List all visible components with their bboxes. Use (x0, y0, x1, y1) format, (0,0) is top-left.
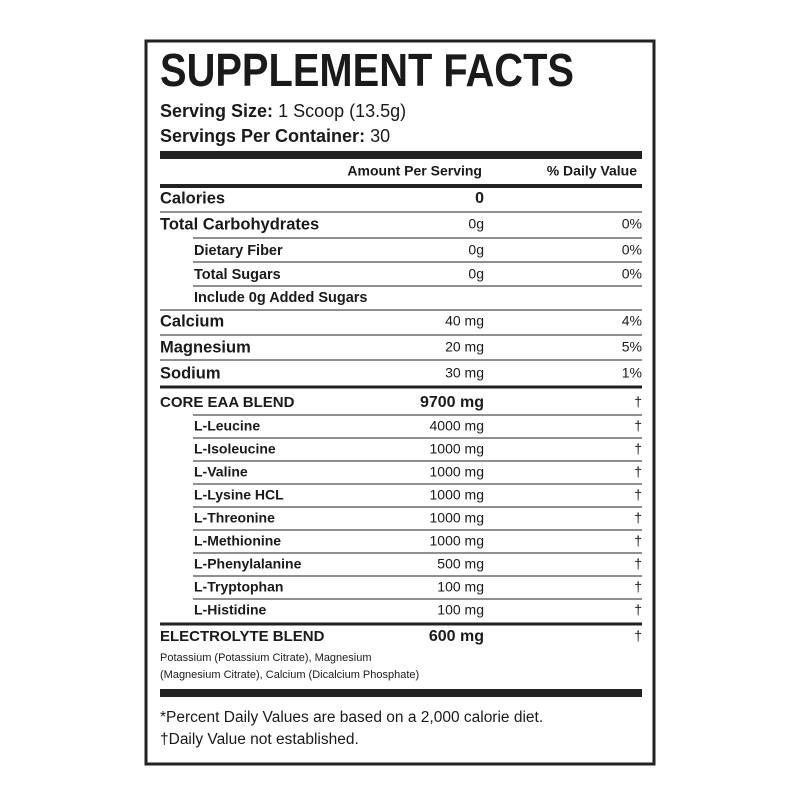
amount: 0g (468, 216, 484, 232)
daily-value: 0% (622, 242, 642, 258)
nutrient-name: L-Tryptophan (194, 579, 283, 595)
servings-per-container: Servings Per Container: 30 (160, 126, 390, 146)
daily-value: 5% (622, 339, 642, 355)
daily-value: † (634, 579, 642, 595)
amount: 1000 mg (430, 441, 484, 457)
daily-value: † (634, 441, 642, 457)
daily-value: † (634, 533, 642, 549)
servings-value: 30 (370, 126, 390, 146)
nutrient-name: Dietary Fiber (194, 243, 283, 259)
nutrient-name: Include 0g Added Sugars (194, 290, 368, 306)
nutrient-name: L-Leucine (194, 418, 260, 434)
nutrient-name: L-Phenylalanine (194, 556, 302, 572)
amount: 4000 mg (430, 418, 484, 434)
daily-value: 1% (622, 365, 642, 381)
nutrient-name: ELECTROLYTE BLEND (160, 628, 325, 645)
amount: 9700 mg (420, 394, 484, 411)
nutrient-name: Calcium (160, 312, 224, 330)
nutrient-name: Sodium (160, 364, 221, 382)
footnote: *Percent Daily Values are based on a 2,0… (160, 709, 543, 726)
amount: 0 (475, 190, 484, 207)
amount: 1000 mg (430, 464, 484, 480)
daily-value: † (634, 602, 642, 618)
electrolyte-note: Potassium (Potassium Citrate), Magnesium (160, 652, 372, 664)
daily-value: † (634, 556, 642, 572)
dv-header: % Daily Value (547, 163, 637, 179)
nutrient-name: CORE EAA BLEND (160, 394, 295, 411)
daily-value: † (634, 628, 642, 644)
amount: 500 mg (437, 556, 484, 572)
nutrient-name: Magnesium (160, 338, 251, 356)
amount: 1000 mg (430, 533, 484, 549)
daily-value: 4% (622, 313, 642, 329)
nutrient-name: Total Sugars (194, 267, 281, 283)
nutrient-name: Calories (160, 189, 225, 207)
nutrient-name: L-Threonine (194, 510, 275, 526)
thick-rule (160, 151, 642, 159)
daily-value: † (634, 418, 642, 434)
daily-value: † (634, 464, 642, 480)
serving-size-value: 1 Scoop (13.5g) (278, 101, 406, 121)
footnote: †Daily Value not established. (160, 731, 359, 748)
header-rule (160, 184, 642, 188)
daily-value: † (634, 487, 642, 503)
amount: 40 mg (445, 313, 484, 329)
amount: 1000 mg (430, 510, 484, 526)
nutrient-name: L-Isoleucine (194, 441, 276, 457)
nutrient-name: Total Carbohydrates (160, 215, 319, 233)
nutrient-name: L-Lysine HCL (194, 487, 284, 503)
electrolyte-note: (Magnesium Citrate), Calcium (Dicalcium … (160, 669, 419, 681)
nutrient-name: L-Histidine (194, 602, 267, 618)
amount: 30 mg (445, 365, 484, 381)
amount: 1000 mg (430, 487, 484, 503)
daily-value: † (634, 510, 642, 526)
daily-value: † (634, 394, 642, 410)
amount: 20 mg (445, 339, 484, 355)
title: SUPPLEMENT FACTS (160, 44, 574, 96)
amount: 600 mg (429, 628, 484, 645)
daily-value: 0% (622, 216, 642, 232)
serving-size: Serving Size: 1 Scoop (13.5g) (160, 101, 406, 121)
serving-size-label: Serving Size: (160, 101, 273, 121)
bottom-rule (160, 689, 642, 697)
amount: 0g (468, 242, 484, 258)
label-border (144, 39, 656, 766)
nutrient-name: L-Methionine (194, 533, 281, 549)
amount: 100 mg (437, 602, 484, 618)
servings-label: Servings Per Container: (160, 126, 365, 146)
nutrient-name: L-Valine (194, 464, 248, 480)
daily-value: 0% (622, 266, 642, 282)
amount: 0g (468, 266, 484, 282)
amount-header: Amount Per Serving (347, 163, 482, 179)
amount: 100 mg (437, 579, 484, 595)
